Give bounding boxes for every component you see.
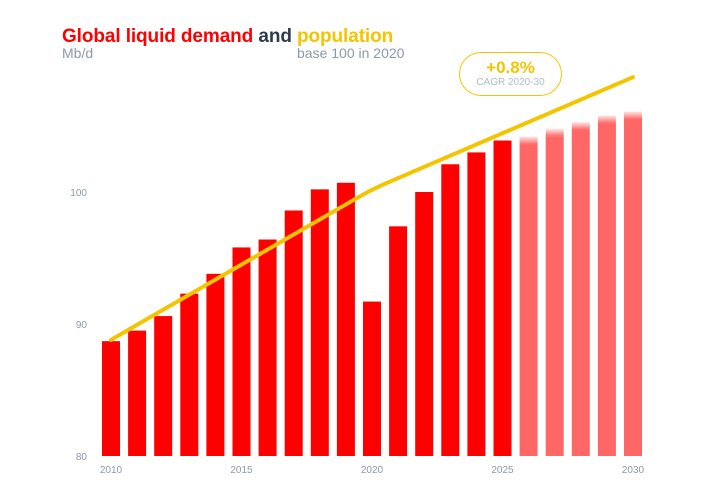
forecast-bar-2028 — [571, 122, 590, 457]
population-unit: base 100 in 2020 — [297, 45, 405, 61]
title-and: and — [253, 26, 298, 47]
bar-2022 — [415, 192, 434, 456]
bar-2016 — [258, 239, 277, 456]
forecast-bar-body — [571, 130, 590, 457]
bar-2024 — [467, 152, 486, 456]
bars — [102, 111, 642, 457]
forecast-bar-body — [519, 144, 538, 456]
bar-2017 — [284, 210, 303, 456]
population-line-group — [109, 75, 635, 342]
cagr-label: CAGR 2020-30 — [476, 77, 545, 88]
bar-2010 — [102, 341, 120, 456]
title-demand: Global liquid demand — [62, 26, 254, 47]
cagr-value: +0.8% — [486, 58, 535, 77]
x-tick-label: 2010 — [100, 465, 123, 476]
forecast-bar-fade — [519, 136, 538, 145]
cagr-badge: +0.8% CAGR 2020-30 — [459, 52, 562, 96]
bar-2020 — [363, 301, 381, 456]
bar-2013 — [180, 293, 199, 456]
population-line — [109, 75, 635, 342]
y-axis: 80 90 100 — [70, 188, 87, 463]
bar-2015 — [232, 247, 251, 456]
bar-2023 — [441, 164, 460, 456]
y-tick-label: 100 — [70, 188, 87, 199]
bar-2021 — [389, 226, 408, 456]
y-tick-label: 90 — [76, 320, 88, 331]
forecast-bar-2026 — [519, 136, 538, 456]
forecast-bar-fade — [545, 128, 564, 137]
x-tick-label: 2025 — [491, 465, 514, 476]
x-tick-label: 2030 — [622, 465, 645, 476]
forecast-bar-body — [545, 136, 564, 456]
bar-2018 — [310, 189, 329, 457]
bar-2011 — [128, 330, 147, 456]
forecast-bar-body — [624, 119, 642, 456]
forecast-bar-fade — [571, 122, 590, 131]
forecast-bar-fade — [624, 111, 642, 120]
chart-title: Global liquid demand and population — [62, 26, 393, 48]
y-tick-label: 80 — [76, 452, 88, 463]
title-population: population — [297, 26, 394, 47]
bar-2025 — [493, 140, 512, 456]
x-axis: 2010 2015 2020 2025 2030 — [100, 465, 645, 476]
forecast-bar-2027 — [545, 128, 564, 456]
forecast-bar-body — [597, 123, 616, 456]
forecast-bar-2030 — [624, 111, 642, 456]
y-axis-unit: Mb/d — [62, 45, 94, 61]
bar-2012 — [154, 316, 173, 456]
x-tick-label: 2020 — [361, 465, 384, 476]
bar-2019 — [336, 182, 355, 456]
bar-2014 — [206, 273, 225, 456]
forecast-bar-2029 — [597, 115, 616, 456]
forecast-bar-fade — [597, 115, 616, 124]
x-tick-label: 2015 — [230, 465, 253, 476]
